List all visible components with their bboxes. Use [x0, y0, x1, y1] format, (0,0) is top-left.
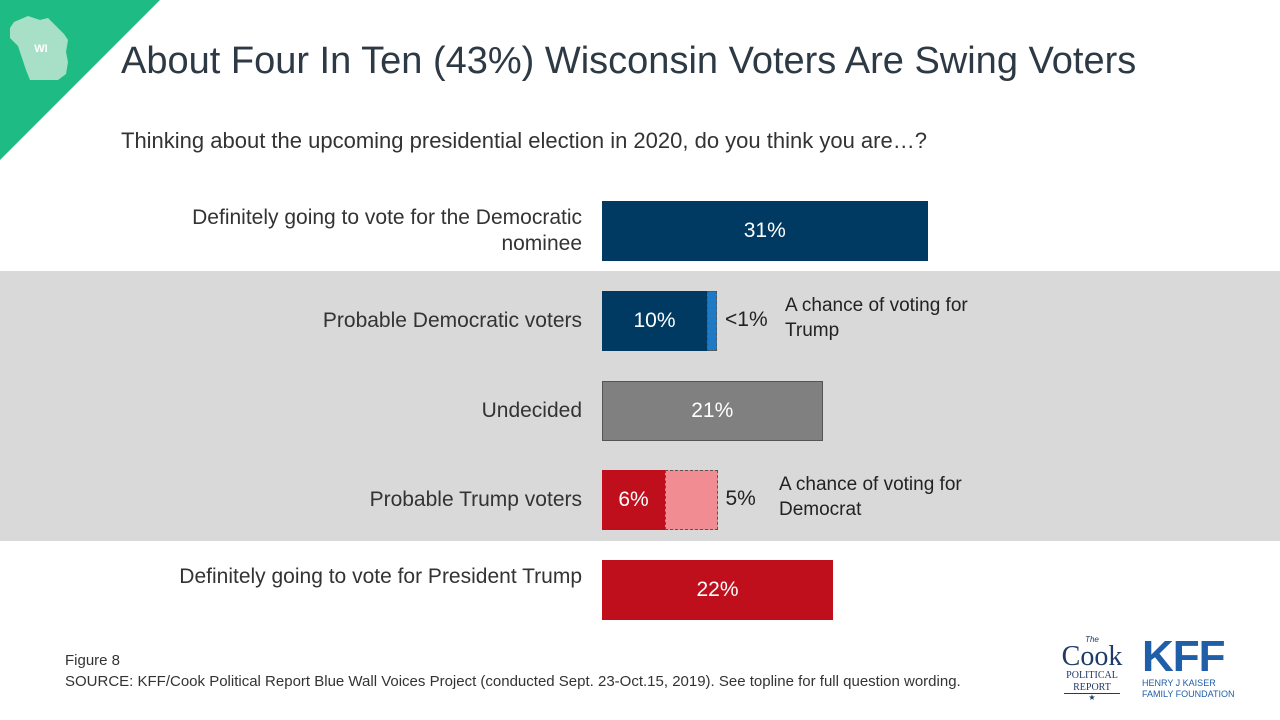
bar [602, 201, 928, 261]
bar [602, 470, 665, 530]
cook-logo-line1: POLITICAL [1066, 670, 1118, 681]
bar [602, 381, 823, 441]
kff-logo: KFF HENRY J KAISER FAMILY FOUNDATION [1142, 632, 1242, 700]
chance-note: A chance of voting for Trump [785, 295, 968, 341]
wisconsin-map-icon [10, 16, 68, 80]
data-label: 22% [696, 578, 739, 601]
star-icon: ★ [1088, 693, 1096, 702]
question-subtitle: Thinking about the upcoming presidential… [121, 128, 927, 153]
kff-logo-line2: FAMILY FOUNDATION [1142, 689, 1235, 699]
bar [602, 560, 833, 620]
figure-label: Figure 8 [65, 652, 121, 669]
cook-logo-name: Cook [1061, 641, 1123, 672]
data-label: 6% [618, 488, 649, 511]
chance-value-label: 5% [725, 487, 756, 510]
category-label: Undecided [481, 399, 582, 422]
category-label: Definitely going to vote for President T… [179, 565, 582, 588]
corner-badge: WI [0, 0, 160, 160]
chance-note: A chance of voting for Democrat [779, 474, 962, 520]
category-label: Probable Trump voters [369, 488, 582, 511]
data-label: 31% [743, 219, 786, 242]
chance-bar [665, 470, 718, 530]
cook-logo-line2: REPORT [1064, 682, 1120, 694]
cook-logo-the: The [1085, 635, 1099, 644]
page-title: About Four In Ten (43%) Wisconsin Voters… [121, 40, 1137, 82]
state-badge-label: WI [34, 43, 47, 55]
category-label: Probable Democratic voters [322, 309, 582, 332]
category-label: Definitely going to vote for the Democra… [192, 206, 582, 255]
chance-bar [707, 291, 717, 351]
bar [602, 291, 707, 351]
data-label: 10% [633, 309, 676, 332]
kff-logo-line1: HENRY J KAISER [1142, 678, 1216, 688]
source-note: SOURCE: KFF/Cook Political Report Blue W… [65, 673, 961, 690]
kff-logo-name: KFF [1142, 632, 1226, 681]
chance-value-label: <1% [725, 308, 768, 331]
cook-political-report-logo: The Cook POLITICAL REPORT ★ [1056, 635, 1128, 702]
data-label: 21% [691, 399, 734, 422]
